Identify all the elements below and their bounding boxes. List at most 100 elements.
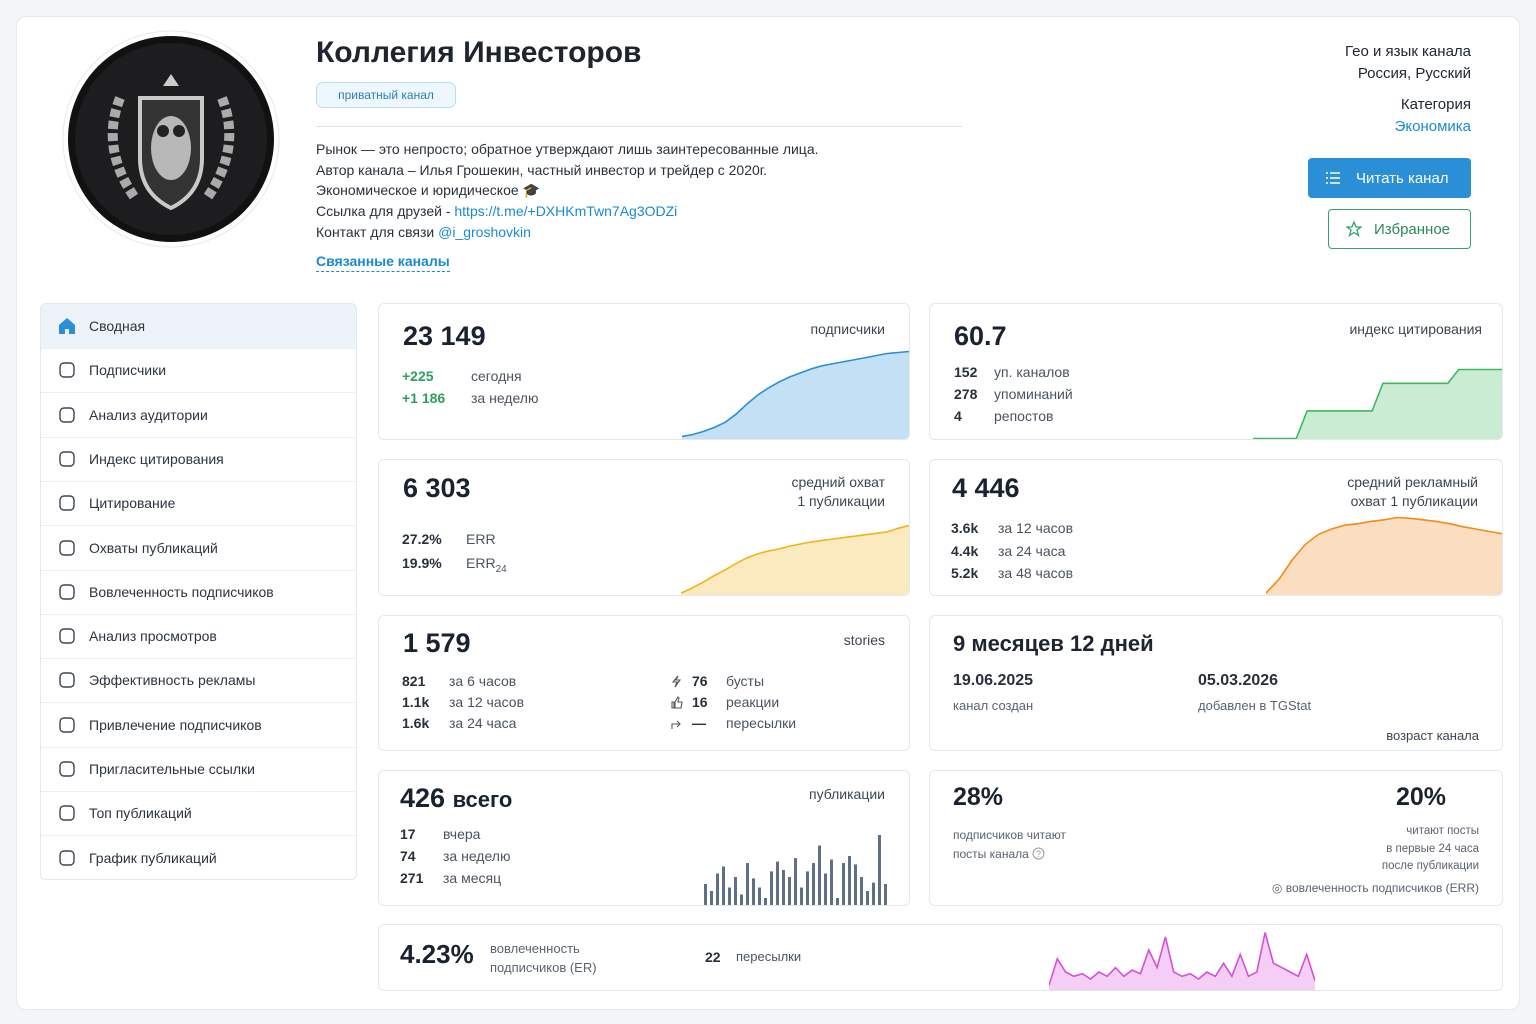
row-label: реакции: [726, 694, 780, 710]
sidebar-item[interactable]: Топ публикаций: [41, 791, 356, 837]
added-date: 05.03.2026: [1198, 672, 1279, 689]
sidebar-item[interactable]: Привлечение подписчиков: [41, 703, 356, 748]
err-footer: ◎ вовлеченность подписчиков (ERR): [1271, 881, 1479, 895]
sparkline-area: [1266, 517, 1502, 595]
sidebar-item[interactable]: Эффективность рекламы: [41, 658, 356, 704]
icon-shape: [671, 675, 682, 688]
bar: [704, 884, 707, 905]
sparkline-area: [1049, 932, 1315, 990]
row-label: за 12 часов: [998, 520, 1074, 536]
posts-card: 426 всего публикации 17 вчера 74 за неделю 2…: [378, 770, 910, 906]
row-value: 4.4k: [951, 542, 979, 559]
row-label: за неделю: [443, 848, 511, 864]
icon-shape: [59, 584, 75, 600]
bar: [824, 873, 827, 905]
card-value: 426 всего: [400, 783, 512, 814]
description-lines: Рынок — это непросто; обратное утверждаю…: [316, 139, 819, 201]
sidebar-icon: [59, 539, 75, 556]
err-left-text: подписчиков читают посты канала ?: [953, 826, 1066, 864]
star-icon: [1346, 221, 1362, 237]
friends-label: Ссылка для друзей -: [316, 203, 451, 220]
card-label: средний рекламный охват 1 публикации: [1347, 473, 1478, 511]
icon-shape: [59, 495, 75, 511]
related-channels[interactable]: Связанные каналы: [316, 253, 450, 272]
sidebar-item[interactable]: Подписчики: [41, 348, 356, 394]
sidebar-icon: [59, 318, 75, 334]
sidebar-item[interactable]: Вовлеченность подписчиков: [41, 570, 356, 615]
description-line: Автор канала – Илья Грошекин, частный ин…: [316, 161, 768, 178]
sparkline-area: [682, 351, 909, 439]
sidebar-item[interactable]: Анализ просмотров: [41, 614, 356, 660]
sidebar-icon: [59, 716, 75, 733]
sidebar-item[interactable]: График публикаций: [41, 836, 356, 879]
bar: [782, 870, 785, 905]
row-label: за 24 часа: [449, 715, 517, 731]
row-label: за месяц: [443, 870, 502, 886]
posts-suffix: всего: [452, 787, 513, 812]
row-value: 4: [954, 408, 962, 424]
bar: [878, 835, 881, 905]
icon-shape: [671, 720, 681, 729]
text-line: в первые 24 часа: [1386, 842, 1479, 855]
sparkline: [681, 524, 909, 595]
sidebar-item[interactable]: Индекс цитирования: [41, 437, 356, 482]
description-line: Экономическое и юридическое 🎓: [316, 182, 540, 199]
sidebar-label: График публикаций: [89, 849, 217, 866]
sidebar-item[interactable]: Сводная: [41, 304, 356, 349]
geo: Россия, Русский: [1357, 65, 1471, 82]
added-label: добавлен в TGStat: [1198, 698, 1312, 713]
divider: [316, 126, 962, 127]
home-icon: [59, 318, 75, 334]
sidebar-item[interactable]: Охваты публикаций: [41, 526, 356, 571]
read-button[interactable]: Читать канал: [1308, 158, 1471, 198]
err-right-text: читают посты в первые 24 часа после публик…: [1382, 823, 1479, 876]
bar: [854, 864, 857, 905]
bar: [806, 871, 809, 905]
bar: [752, 878, 755, 905]
row-label: репостов: [994, 408, 1054, 424]
row-value: 27.2%: [402, 531, 442, 547]
row-label: бусты: [726, 673, 765, 689]
bar: [860, 877, 863, 905]
text-line: читают посты: [1406, 825, 1479, 837]
bar: [728, 887, 731, 905]
age-value: 9 месяцев 12 дней: [953, 631, 1154, 656]
channel-title: Коллегия Инвесторов: [316, 36, 642, 69]
sidebar-label: Анализ просмотров: [89, 628, 217, 645]
bar: [734, 877, 737, 905]
sparkline-line: [1253, 368, 1502, 439]
bar: [740, 894, 743, 905]
favorite-button[interactable]: Избранное: [1328, 209, 1471, 249]
sidebar-label: Вовлеченность подписчиков: [89, 583, 274, 600]
description: Рынок — это непросто; обратное утверждаю…: [316, 139, 819, 243]
sidebar-item[interactable]: Пригласительные ссылки: [41, 747, 356, 792]
icon-shape: [59, 406, 75, 423]
category[interactable]: Экономика: [1394, 118, 1471, 135]
sparkline: [682, 350, 909, 439]
contact-link[interactable]: @i_groshovkin: [438, 223, 531, 240]
row-value: +225: [402, 368, 434, 384]
label-line: средний рекламный: [1347, 474, 1478, 490]
bar: [794, 858, 797, 905]
bar: [758, 887, 761, 905]
sidebar-label: Цитирование: [89, 495, 176, 512]
list-icon: [1326, 172, 1340, 184]
friends-link[interactable]: https://t.me/+DXHKmTwn7Ag3ODZi: [454, 203, 678, 220]
bar: [812, 863, 815, 905]
row-value: 16: [692, 694, 708, 710]
label-line: охват 1 публикации: [1350, 493, 1478, 509]
row-label: ERR24: [466, 555, 507, 575]
sidebar-item[interactable]: Цитирование: [41, 481, 356, 527]
sidebar-item[interactable]: Анализ аудитории: [41, 393, 356, 438]
sidebar-label: Пригласительные ссылки: [89, 761, 255, 777]
sidebar: Сводная Подписчики Анализ аудитории Индекс …: [40, 303, 357, 880]
row-label: за неделю: [471, 390, 539, 406]
favorite-button-text: Избранное: [1374, 220, 1451, 238]
description-line: Рынок — это непросто; обратное утверждаю…: [316, 141, 819, 157]
help-icon[interactable]: ?: [1032, 847, 1045, 860]
sidebar-icon: [59, 451, 75, 467]
card-value: 60.7: [954, 321, 1007, 351]
icon-shape: [59, 672, 75, 689]
row-label: за 12 часов: [449, 694, 525, 710]
